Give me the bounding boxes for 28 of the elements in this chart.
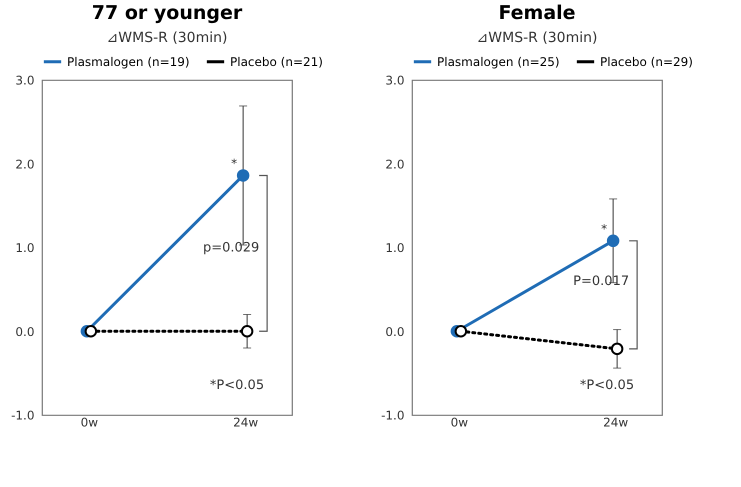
y-tick-label: 2.0 xyxy=(15,157,34,172)
x-tick-label: 24w xyxy=(603,416,628,430)
y-tick-label: 2.0 xyxy=(385,157,404,172)
y-tick-label: 1.0 xyxy=(15,241,34,255)
annotation: P=0.017 xyxy=(573,274,630,289)
annotation: * xyxy=(601,222,608,236)
legend-label: Plasmalogen (n=19) xyxy=(67,54,190,69)
annotation: p=0.029 xyxy=(202,240,260,256)
y-tick-label: 3.0 xyxy=(15,74,34,88)
x-tick-label: 0w xyxy=(450,416,468,430)
y-tick-label: 0.0 xyxy=(15,324,34,339)
chart-title: Female xyxy=(498,2,576,24)
x-tick-label: 24w xyxy=(233,416,258,430)
annotation: * xyxy=(231,156,238,170)
y-tick-label: 1.0 xyxy=(385,241,404,255)
chart-title: 77 or younger xyxy=(92,2,243,24)
y-tick-label: -1.0 xyxy=(381,408,404,422)
chart-subtitle: ⊿WMS-R (30min) xyxy=(106,30,228,46)
annotation: *P<0.05 xyxy=(210,378,264,393)
y-tick-label: -1.0 xyxy=(11,408,34,422)
y-tick-label: 0.0 xyxy=(385,324,404,339)
legend-label: Placebo (n=21) xyxy=(230,54,323,69)
legend-label: Placebo (n=29) xyxy=(600,54,693,69)
y-tick-label: 3.0 xyxy=(385,74,404,88)
x-tick-label: 0w xyxy=(80,416,98,430)
legend-label: Plasmalogen (n=25) xyxy=(437,54,560,69)
chart-subtitle: ⊿WMS-R (30min) xyxy=(476,30,598,46)
annotation: *P<0.05 xyxy=(580,378,634,393)
